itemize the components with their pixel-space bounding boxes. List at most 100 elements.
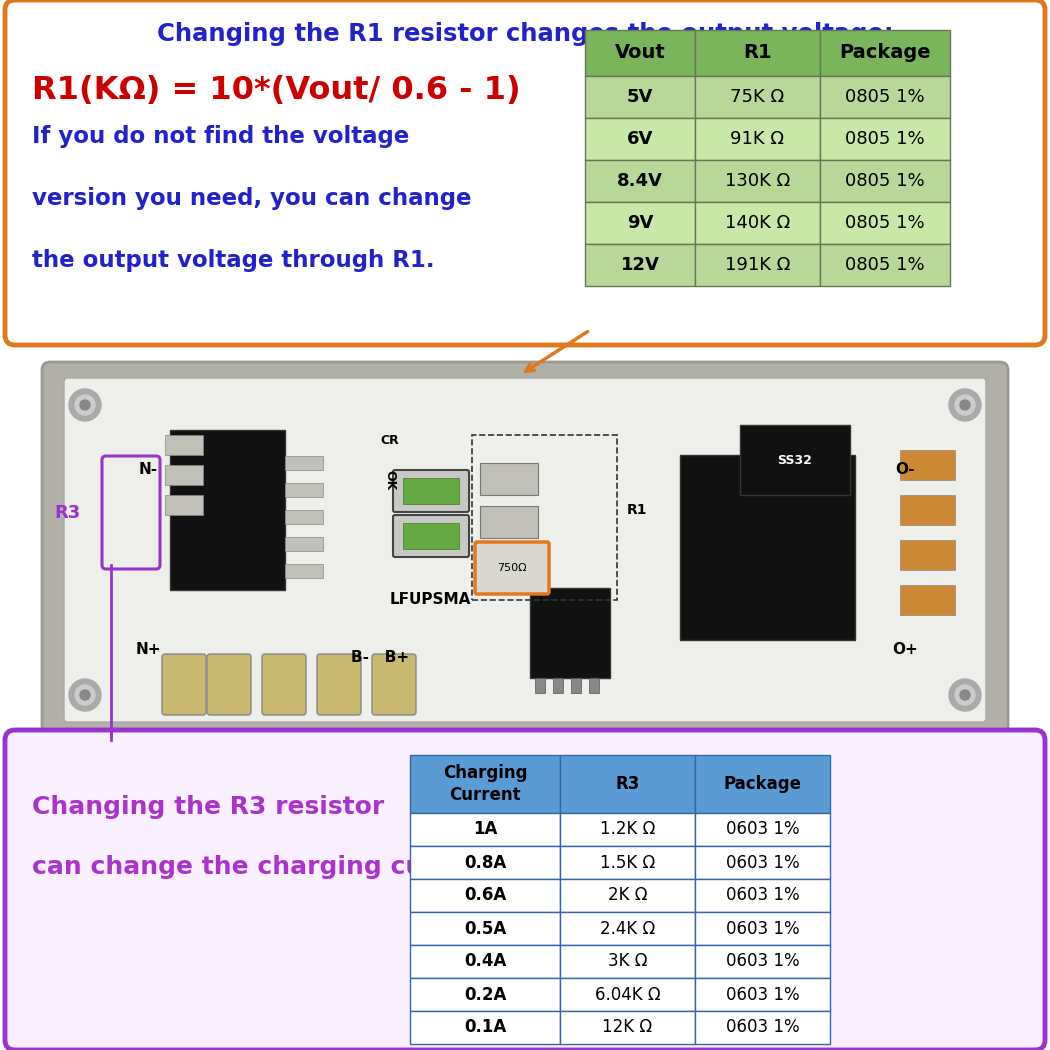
Text: 1.2K Ω: 1.2K Ω bbox=[600, 820, 655, 839]
Circle shape bbox=[956, 685, 975, 705]
Text: SS32: SS32 bbox=[778, 454, 813, 466]
Bar bbox=[560, 1011, 695, 1044]
Circle shape bbox=[69, 388, 101, 421]
FancyBboxPatch shape bbox=[42, 362, 1008, 738]
Bar bbox=[585, 30, 695, 76]
Bar bbox=[695, 945, 830, 978]
Bar bbox=[820, 202, 950, 244]
Text: 91K Ω: 91K Ω bbox=[731, 130, 784, 148]
Circle shape bbox=[80, 690, 90, 700]
Text: 75K Ω: 75K Ω bbox=[731, 88, 784, 106]
Bar bbox=[560, 879, 695, 912]
Text: Charging
Current: Charging Current bbox=[443, 764, 527, 804]
Text: 0603 1%: 0603 1% bbox=[726, 986, 799, 1004]
Circle shape bbox=[75, 685, 94, 705]
Circle shape bbox=[75, 395, 94, 415]
Text: 0805 1%: 0805 1% bbox=[845, 214, 925, 232]
Text: Vout: Vout bbox=[614, 43, 666, 63]
Bar bbox=[585, 118, 695, 160]
FancyBboxPatch shape bbox=[475, 542, 549, 594]
FancyBboxPatch shape bbox=[262, 654, 306, 715]
Circle shape bbox=[956, 395, 975, 415]
Bar bbox=[410, 978, 560, 1011]
Text: R1: R1 bbox=[743, 43, 772, 63]
Bar bbox=[410, 945, 560, 978]
Bar bbox=[472, 435, 617, 600]
Bar bbox=[403, 478, 459, 504]
Bar bbox=[410, 912, 560, 945]
Bar bbox=[285, 537, 323, 551]
Bar bbox=[695, 813, 830, 846]
Bar bbox=[695, 978, 830, 1011]
Circle shape bbox=[949, 679, 981, 711]
Bar bbox=[695, 118, 820, 160]
Bar bbox=[410, 846, 560, 879]
Text: 0603 1%: 0603 1% bbox=[726, 854, 799, 872]
Bar bbox=[695, 76, 820, 118]
Text: 0603 1%: 0603 1% bbox=[726, 820, 799, 839]
Text: 0805 1%: 0805 1% bbox=[845, 172, 925, 190]
FancyBboxPatch shape bbox=[64, 378, 986, 722]
Bar bbox=[560, 912, 695, 945]
Text: O-: O- bbox=[896, 462, 915, 478]
Text: 2K Ω: 2K Ω bbox=[608, 886, 647, 904]
Text: 0603 1%: 0603 1% bbox=[726, 952, 799, 970]
Bar bbox=[900, 585, 956, 615]
Bar bbox=[680, 455, 855, 640]
Text: 3K Ω: 3K Ω bbox=[608, 952, 647, 970]
Bar bbox=[536, 678, 545, 693]
FancyBboxPatch shape bbox=[393, 514, 469, 556]
Text: R3: R3 bbox=[615, 775, 639, 793]
Circle shape bbox=[69, 679, 101, 711]
Bar bbox=[285, 456, 323, 470]
Text: 0.2A: 0.2A bbox=[464, 986, 506, 1004]
Bar bbox=[695, 244, 820, 286]
FancyBboxPatch shape bbox=[207, 654, 251, 715]
Bar bbox=[820, 118, 950, 160]
Bar bbox=[285, 483, 323, 497]
Circle shape bbox=[949, 388, 981, 421]
Text: 0.1A: 0.1A bbox=[464, 1018, 506, 1036]
Text: 140K Ω: 140K Ω bbox=[724, 214, 790, 232]
FancyBboxPatch shape bbox=[5, 730, 1045, 1050]
Bar bbox=[560, 945, 695, 978]
Bar bbox=[170, 430, 285, 590]
Text: O+: O+ bbox=[892, 643, 918, 657]
Bar bbox=[285, 564, 323, 578]
Text: 130K Ω: 130K Ω bbox=[724, 172, 790, 190]
Bar bbox=[560, 978, 695, 1011]
Text: N-: N- bbox=[139, 462, 157, 478]
Bar bbox=[820, 160, 950, 202]
Text: 0805 1%: 0805 1% bbox=[845, 88, 925, 106]
Text: 0.6A: 0.6A bbox=[464, 886, 506, 904]
Text: If you do not find the voltage: If you do not find the voltage bbox=[32, 125, 410, 148]
Bar bbox=[695, 160, 820, 202]
Text: version you need, you can change: version you need, you can change bbox=[32, 187, 471, 210]
Text: R1: R1 bbox=[627, 503, 648, 517]
Bar bbox=[553, 678, 563, 693]
Text: 12V: 12V bbox=[621, 256, 659, 274]
Text: 0.5A: 0.5A bbox=[464, 920, 506, 938]
Bar bbox=[410, 879, 560, 912]
Text: 750Ω: 750Ω bbox=[498, 563, 527, 573]
Circle shape bbox=[80, 400, 90, 410]
Text: 8.4V: 8.4V bbox=[617, 172, 663, 190]
Bar bbox=[410, 813, 560, 846]
Bar bbox=[560, 813, 695, 846]
Circle shape bbox=[960, 690, 970, 700]
Text: N+: N+ bbox=[135, 643, 161, 657]
Bar bbox=[165, 495, 203, 514]
Text: 6.04K Ω: 6.04K Ω bbox=[594, 986, 660, 1004]
Text: R1(KΩ) = 10*(Vout/ 0.6 - 1): R1(KΩ) = 10*(Vout/ 0.6 - 1) bbox=[32, 75, 521, 106]
Text: 1.5K Ω: 1.5K Ω bbox=[600, 854, 655, 872]
Bar bbox=[695, 846, 830, 879]
Text: 0603 1%: 0603 1% bbox=[726, 1018, 799, 1036]
Text: Changing the R1 resistor changes the output voltage:: Changing the R1 resistor changes the out… bbox=[156, 22, 894, 46]
Bar bbox=[480, 463, 538, 495]
Text: 2.4K Ω: 2.4K Ω bbox=[600, 920, 655, 938]
Text: 1A: 1A bbox=[472, 820, 498, 839]
FancyBboxPatch shape bbox=[317, 654, 361, 715]
Text: Changing the R3 resistor: Changing the R3 resistor bbox=[32, 795, 384, 819]
FancyBboxPatch shape bbox=[372, 654, 416, 715]
Bar bbox=[740, 425, 851, 495]
